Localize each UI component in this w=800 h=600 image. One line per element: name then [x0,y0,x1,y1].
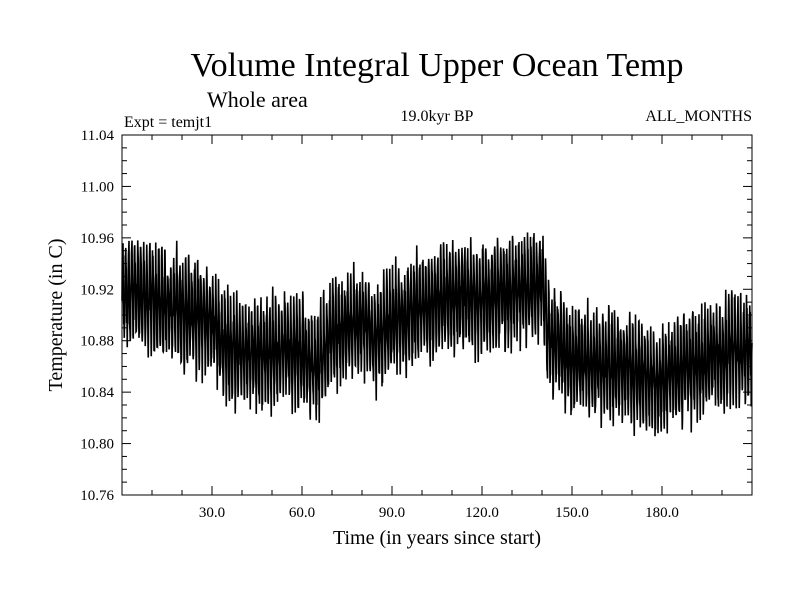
period-label: 19.0kyr BP [401,108,474,125]
y-axis-label: Temperature (in C) [45,239,67,392]
y-axis-ticks: 10.76 10.80 10.84 10.88 10.92 10.96 11.00 11.04 [80,128,752,504]
x-axis-ticks: 30.0 60.0 90.0 120.0 150.0 180.0 [151,135,723,521]
x-tick-label: 60.0 [289,505,315,521]
chart-subtitle: Whole area [207,87,308,112]
y-tick-label: 10.76 [80,488,114,504]
x-tick-label: 180.0 [645,505,679,521]
y-tick-label: 10.80 [80,437,114,453]
experiment-label: Expt = temjt1 [124,114,212,131]
y-tick-label: 11.00 [81,179,114,195]
series-layer [121,232,753,437]
x-tick-label: 120.0 [465,505,499,521]
x-tick-label: 150.0 [555,505,589,521]
y-tick-label: 10.88 [80,334,114,350]
y-tick-label: 10.92 [80,282,114,298]
plot-area: 30.0 60.0 90.0 120.0 150.0 180.0 10.7610.8010… [80,128,753,521]
months-label: ALL_MONTHS [645,108,752,125]
x-tick-label: 30.0 [199,505,225,521]
x-axis-label: Time (in years since start) [333,527,541,549]
chart-title: Volume Integral Upper Ocean Temp [191,47,684,84]
x-tick-label: 90.0 [379,505,405,521]
y-tick-label: 11.04 [81,128,115,144]
y-tick-label: 10.84 [80,385,114,401]
y-tick-label: 10.96 [80,231,114,247]
series-line [121,232,753,437]
